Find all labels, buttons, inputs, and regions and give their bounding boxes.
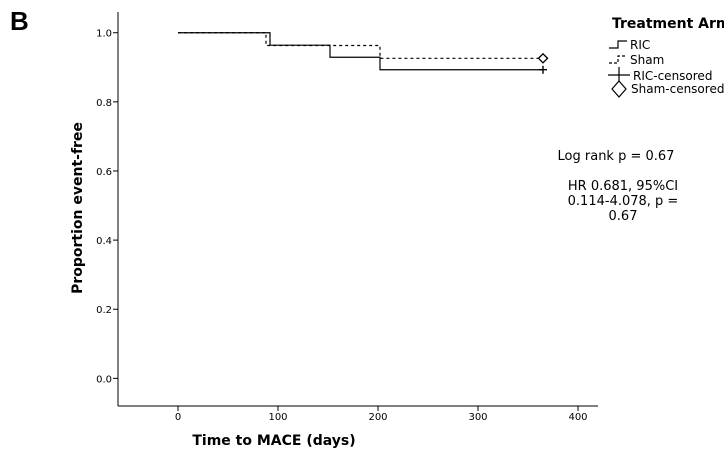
axes: [117, 12, 598, 407]
censor-mark-ric: [539, 65, 547, 74]
legend-item-sham: Sham: [609, 53, 664, 67]
y-tick-label: 0.0: [96, 374, 112, 385]
legend-label-ric-censored: RIC-censored: [633, 69, 712, 83]
x-ticks: 0 100 200 300 400: [175, 406, 588, 423]
x-tick-label: 300: [468, 412, 487, 423]
panel-label: B: [10, 6, 29, 36]
legend-label-sham: Sham: [630, 53, 664, 67]
series-line-ric: [178, 32, 543, 71]
series-layer: [178, 32, 543, 71]
p-value-text: 0.67: [609, 209, 638, 224]
x-tick-label: 0: [175, 412, 181, 423]
confidence-interval-text: 0.114-4.078, p =: [568, 194, 679, 209]
y-tick-label: 1.0: [96, 29, 112, 40]
legend-swatch-ric: [609, 40, 627, 49]
x-axis-title: Time to MACE (days): [192, 433, 355, 449]
y-tick-label: 0.8: [96, 98, 112, 109]
legend-item-ric: RIC: [609, 38, 650, 52]
legend: Treatment Arm RIC Sham RIC-censored Sham…: [608, 16, 724, 98]
legend-item-sham-censored: Sham-censored: [611, 80, 724, 98]
series-line-sham: [178, 32, 543, 59]
legend-swatch-sham: [609, 55, 627, 64]
y-tick-label: 0.6: [96, 167, 112, 178]
hazard-ratio-text: HR 0.681, 95%CI: [568, 179, 678, 194]
legend-diamond-icon: [611, 80, 627, 98]
censor-layer: [537, 52, 549, 74]
log-rank-text: Log rank p = 0.67: [558, 149, 675, 164]
censor-mark-sham: [537, 52, 549, 64]
x-tick-label: 200: [368, 412, 387, 423]
stats-annotation: Log rank p = 0.67 HR 0.681, 95%CI 0.114-…: [558, 149, 679, 224]
x-tick-label: 400: [568, 412, 587, 423]
y-tick-label: 0.4: [96, 236, 112, 247]
x-tick-label: 100: [268, 412, 287, 423]
legend-label-ric: RIC: [630, 38, 650, 52]
y-ticks: 0.0 0.2 0.4 0.6 0.8 1.0: [96, 29, 118, 385]
y-tick-label: 0.2: [96, 305, 112, 316]
legend-title: Treatment Arm: [612, 16, 724, 32]
y-axis-title: Proportion event-free: [70, 122, 86, 294]
legend-label-sham-censored: Sham-censored: [631, 82, 724, 96]
